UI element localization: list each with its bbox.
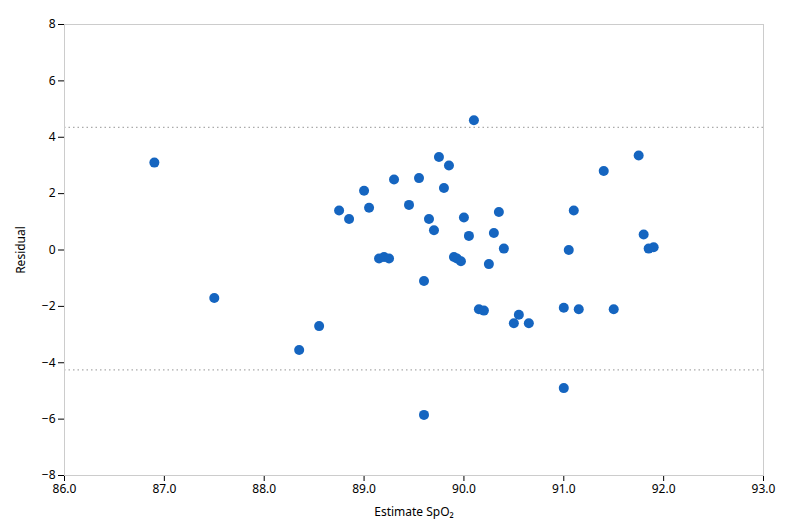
svg-text:Residual: Residual [12, 226, 29, 274]
svg-text:89.0: 89.0 [352, 480, 376, 497]
svg-text:91.0: 91.0 [552, 480, 576, 497]
svg-text:90.0: 90.0 [452, 480, 476, 497]
svg-text:87.0: 87.0 [152, 480, 176, 497]
svg-text:8: 8 [49, 15, 56, 32]
svg-text:−2: −2 [42, 297, 56, 314]
svg-text:−8: −8 [41, 466, 56, 484]
svg-text:Estimate SpO₂: Estimate SpO₂ [374, 503, 454, 520]
svg-text:6: 6 [49, 72, 56, 89]
svg-text:92.0: 92.0 [652, 480, 676, 497]
svg-text:93.0: 93.0 [752, 480, 776, 497]
svg-text:−6: −6 [42, 410, 56, 427]
svg-text:2: 2 [49, 184, 56, 201]
svg-text:−4: −4 [42, 354, 56, 371]
svg-text:86.0: 86.0 [53, 480, 77, 497]
svg-text:0: 0 [49, 241, 56, 258]
svg-text:4: 4 [49, 128, 56, 145]
svg-text:88.0: 88.0 [252, 480, 276, 497]
